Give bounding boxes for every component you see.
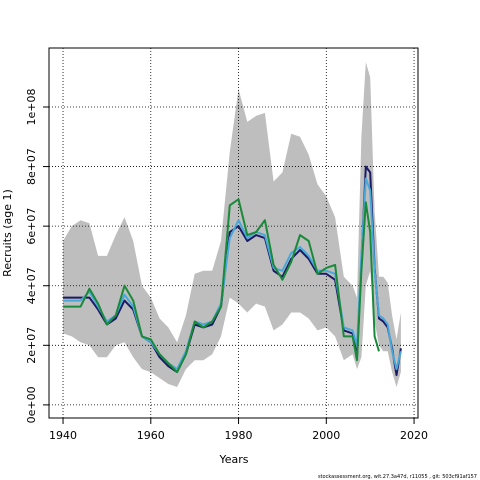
- x-tick-label: 2000: [312, 429, 340, 442]
- x-tick-label: 1960: [137, 429, 165, 442]
- y-axis-title: Recruits (age 1): [1, 189, 14, 277]
- plot-frame: [48, 47, 419, 419]
- x-tick-label: 1980: [225, 429, 253, 442]
- x-tick-label: 1940: [49, 429, 77, 442]
- confidence-band: [63, 62, 401, 388]
- x-axis-title: Years: [218, 453, 248, 466]
- y-tick-label: 4e+07: [25, 267, 38, 304]
- y-tick-label: 8e+07: [25, 148, 38, 185]
- y-tick-label: 0e+00: [25, 386, 38, 423]
- series-line: [63, 198, 380, 374]
- series-line: [63, 165, 402, 377]
- y-tick-label: 6e+07: [25, 208, 38, 245]
- y-tick-label: 1e+08: [25, 88, 38, 125]
- x-tick-label: 2020: [400, 429, 428, 442]
- y-tick-label: 2e+07: [25, 327, 38, 364]
- footnote: stockassessment.org, wit.27.3a47d, r1105…: [318, 474, 477, 480]
